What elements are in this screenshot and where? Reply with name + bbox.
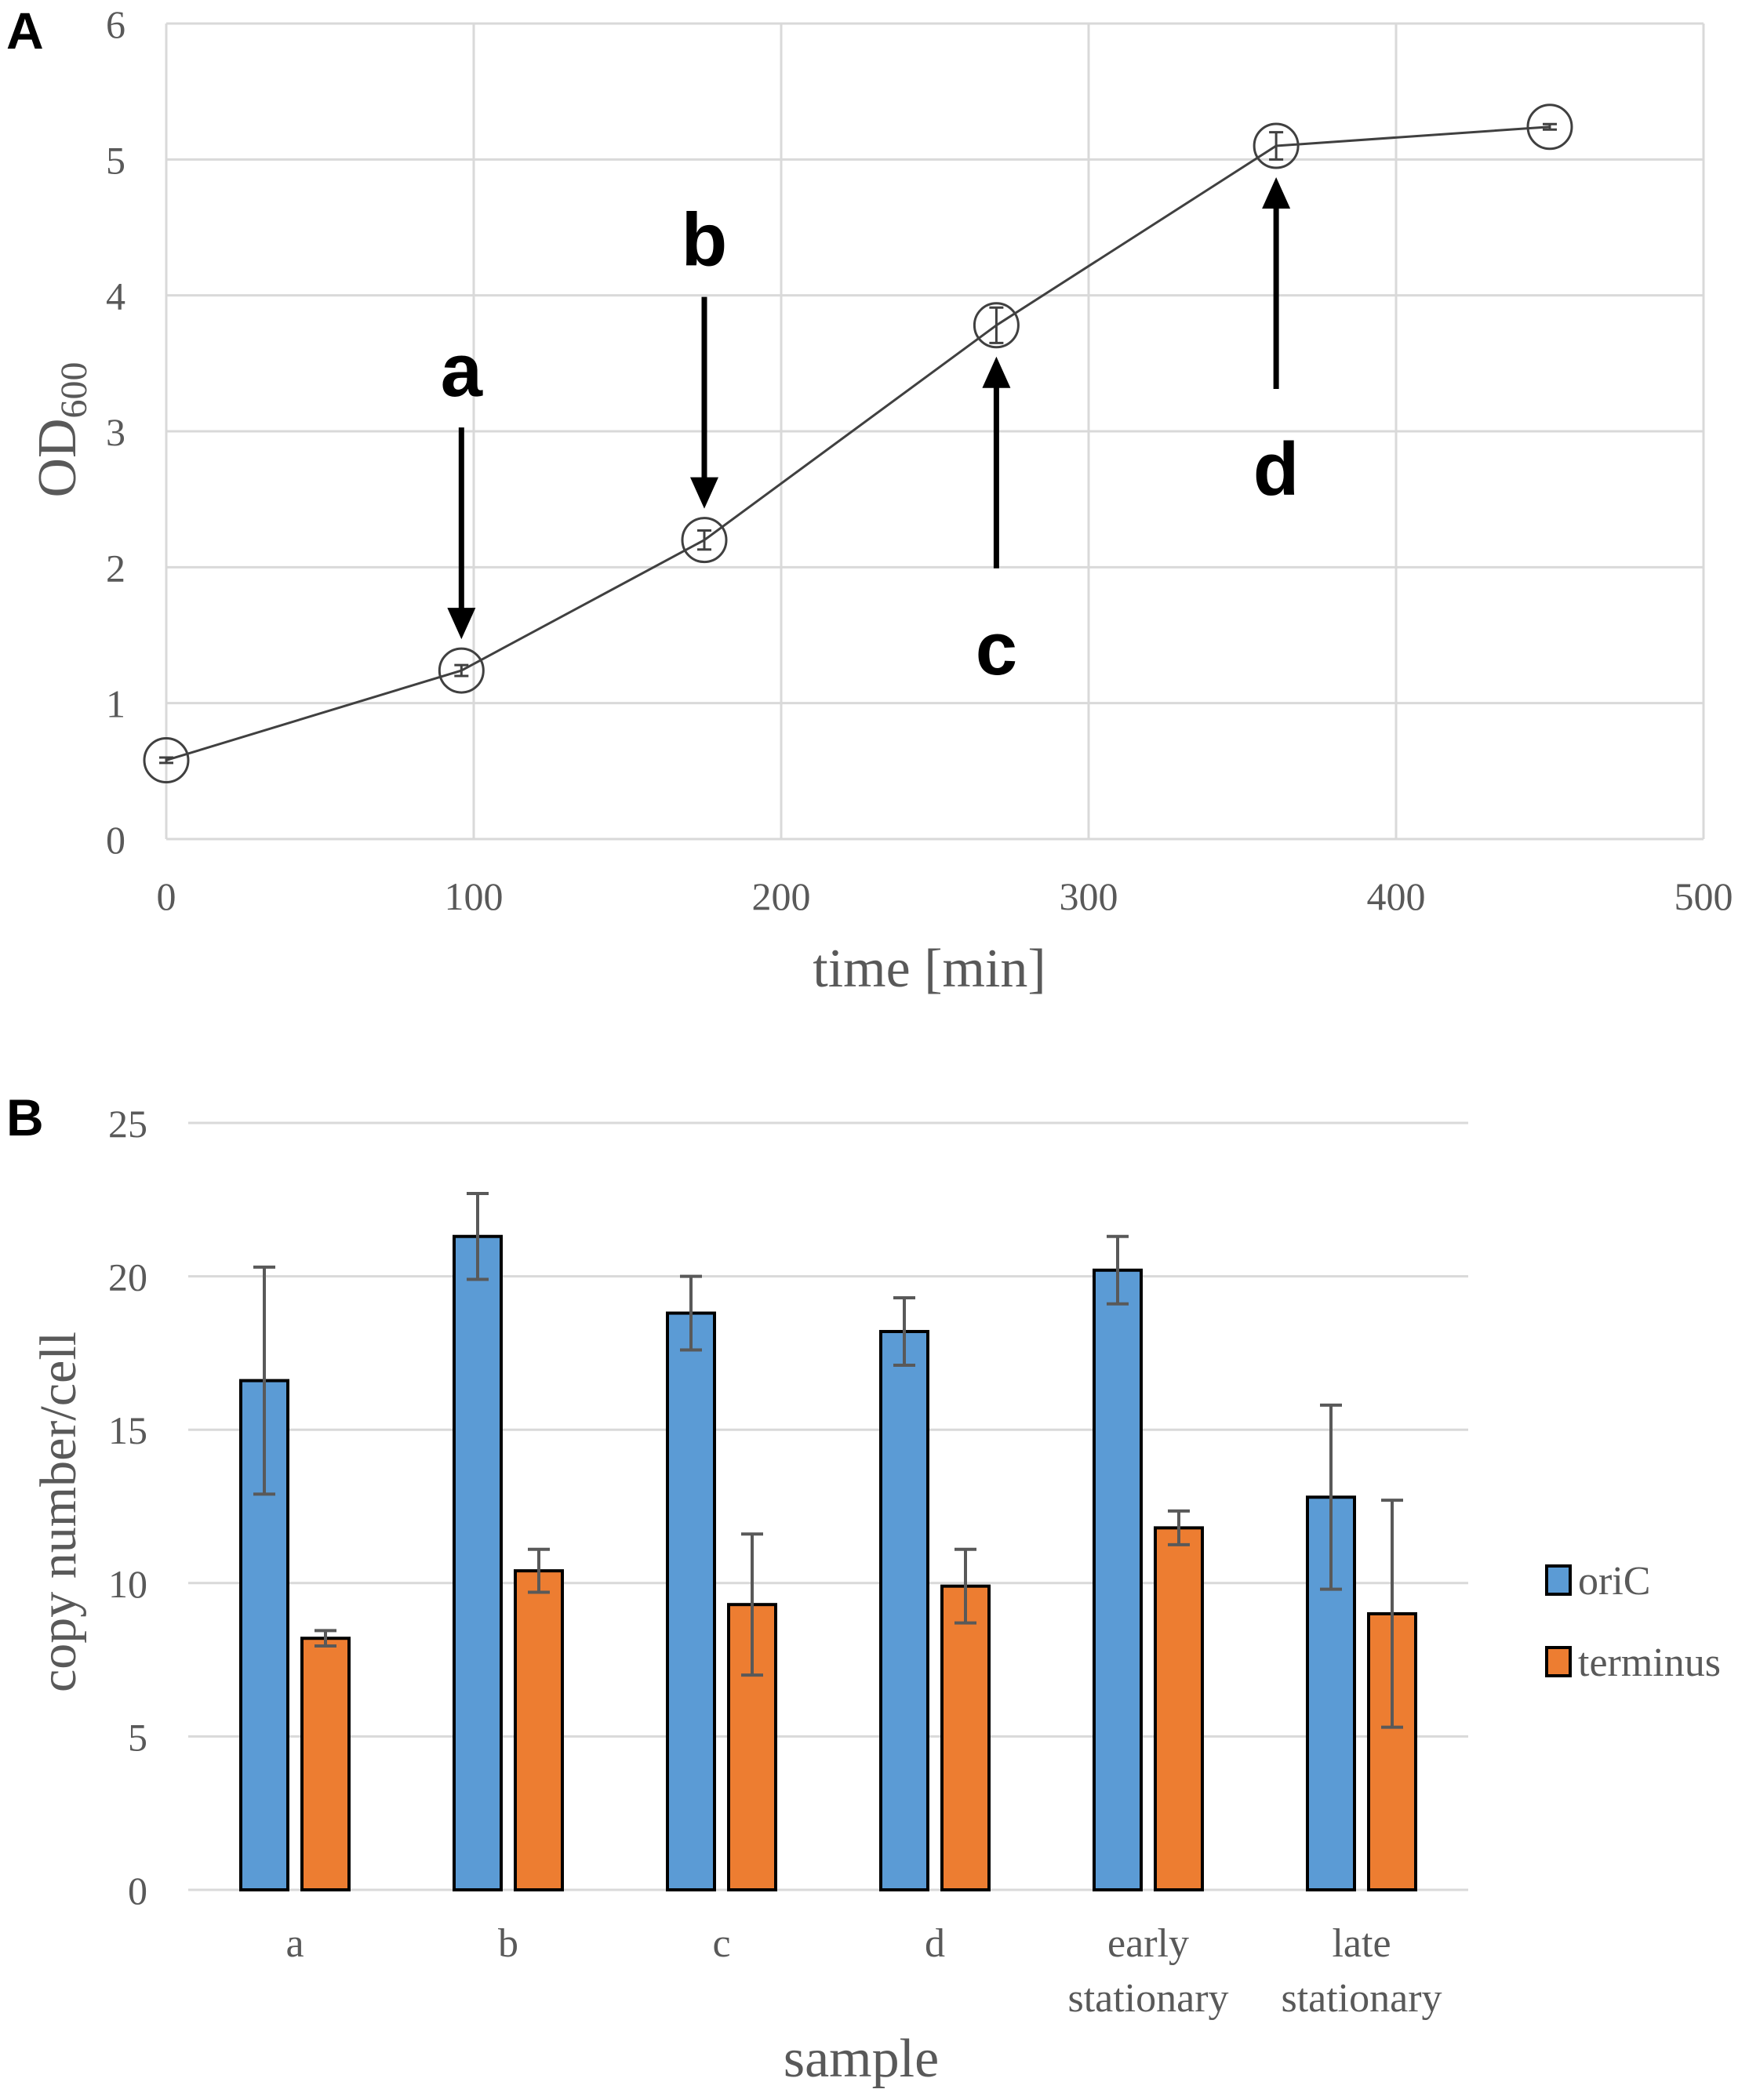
panel-b-bar-oriC [879, 1330, 929, 1891]
panel-a-y-tick-label: 5 [106, 138, 125, 182]
panel-b-y-tick-label: 10 [108, 1562, 147, 1606]
panel-a-data-point [1526, 104, 1573, 151]
panel-b-legend-swatch-oriC [1545, 1564, 1572, 1596]
panel-a-y-tick-label: 4 [106, 274, 125, 318]
panel-a-grid [165, 22, 1705, 841]
panel-b-y-tick-label: 25 [108, 1102, 147, 1146]
panel-b-bars [239, 1191, 1417, 1892]
panel-a-x-tick-label: 500 [1674, 874, 1733, 918]
panel-b-legend-label-terminus: terminus [1578, 1640, 1721, 1685]
panel-b-x-tick-label: a [285, 1921, 304, 1966]
panel-b-legend-label-oriC: oriC [1578, 1559, 1650, 1604]
panel-b-grid [188, 1121, 1468, 1891]
panel-a-label: A [6, 2, 44, 60]
panel-a-annotation-label: d [1253, 427, 1300, 511]
panel-b-bar-terminus [940, 1584, 991, 1892]
panel-a-arrow-head [1262, 177, 1291, 209]
panel-a-series-line [165, 125, 1551, 761]
panel-a-x-tick-label: 400 [1367, 874, 1426, 918]
panel-a-y-ticks: 0 1 2 3 4 5 6 [106, 2, 125, 862]
panel-b-x-tick-label: stationary [1067, 1976, 1228, 2021]
panel-b-x-tick-label: d [925, 1921, 945, 1966]
panel-b-x-tick-label: early [1107, 1921, 1189, 1966]
panel-b-x-tick-label: stationary [1281, 1976, 1442, 2021]
panel-b-bar-terminus [514, 1569, 564, 1891]
panel-a-data-point [438, 647, 485, 694]
panel-a-arrow-head [982, 356, 1011, 388]
panel-b-legend: oriC terminus [1545, 1559, 1721, 1685]
panel-a-data-point [681, 517, 728, 564]
panel-b-y-ticks: 0 5 10 15 20 25 [108, 1102, 147, 1913]
panel-b-x-tick-label: late [1332, 1921, 1391, 1966]
panel-a-y-tick-label: 0 [106, 818, 125, 862]
panel-a-y-tick-label: 2 [106, 546, 125, 590]
panel-a-x-tick-label: 0 [157, 874, 176, 918]
panel-a-x-axis-label: time [min] [813, 939, 1045, 999]
panel-a-y-tick-label: 1 [106, 682, 125, 726]
panel-b-y-tick-label: 5 [128, 1715, 147, 1759]
panel-b-label: B [6, 1088, 44, 1146]
panel-a-y-tick-label: 6 [106, 2, 125, 46]
panel-b-x-tick-label: b [498, 1921, 518, 1966]
panel-a-annotation-label: a [441, 329, 483, 412]
panel-a-annotation-label: b [682, 198, 728, 282]
panel-b-y-tick-label: 20 [108, 1255, 147, 1299]
panel-b-bar-terminus [300, 1637, 351, 1892]
panel-a-data-point [143, 736, 190, 783]
panel-b-bar-oriC [666, 1311, 716, 1891]
panel-b-legend-swatch-terminus [1545, 1646, 1572, 1677]
panel-a-x-tick-label: 100 [445, 874, 504, 918]
panel-a-y-axis-label-main: OD [27, 418, 88, 497]
panel-a-data-point [973, 302, 1020, 349]
panel-a-series [143, 104, 1573, 783]
panel-a-annotation-label: c [976, 607, 1017, 691]
panel-a-x-tick-label: 200 [752, 874, 811, 918]
panel-a-y-axis-label-sub: 600 [53, 362, 95, 418]
panel-b-bar-oriC [1093, 1268, 1143, 1891]
panel-b-x-axis-label: sample [784, 2029, 939, 2089]
panel-b-y-tick-label: 0 [128, 1869, 147, 1913]
panel-b-x-tick-label: c [712, 1921, 730, 1966]
panel-b-y-tick-label: 15 [108, 1408, 147, 1452]
panel-a-line-chart: A 0 1 2 3 4 5 6 0 100 200 300 400 500 a b c d time [mi… [6, 2, 1733, 999]
panel-a-annotations: a b c d [441, 177, 1300, 691]
panel-a-y-axis-label: OD600 [27, 362, 95, 497]
panel-b-y-axis-label: copy number/cell [30, 1332, 87, 1692]
panel-b-bar-oriC [453, 1234, 503, 1891]
panel-a-y-tick-label: 3 [106, 410, 125, 454]
panel-a-arrow-head [690, 477, 718, 509]
panel-b-bar-terminus [1154, 1526, 1204, 1892]
panel-a-x-tick-label: 300 [1060, 874, 1118, 918]
panel-a-data-point [1253, 122, 1300, 169]
panel-a-arrow-head [447, 608, 476, 640]
panel-a-x-ticks: 0 100 200 300 400 500 [157, 874, 1733, 918]
panel-b-bar-chart: B 0 5 10 15 20 25 a b c d early stationary late stat… [6, 1088, 1721, 2089]
panel-b-x-ticks: a b c d early stationary late stationary [285, 1921, 1442, 2021]
